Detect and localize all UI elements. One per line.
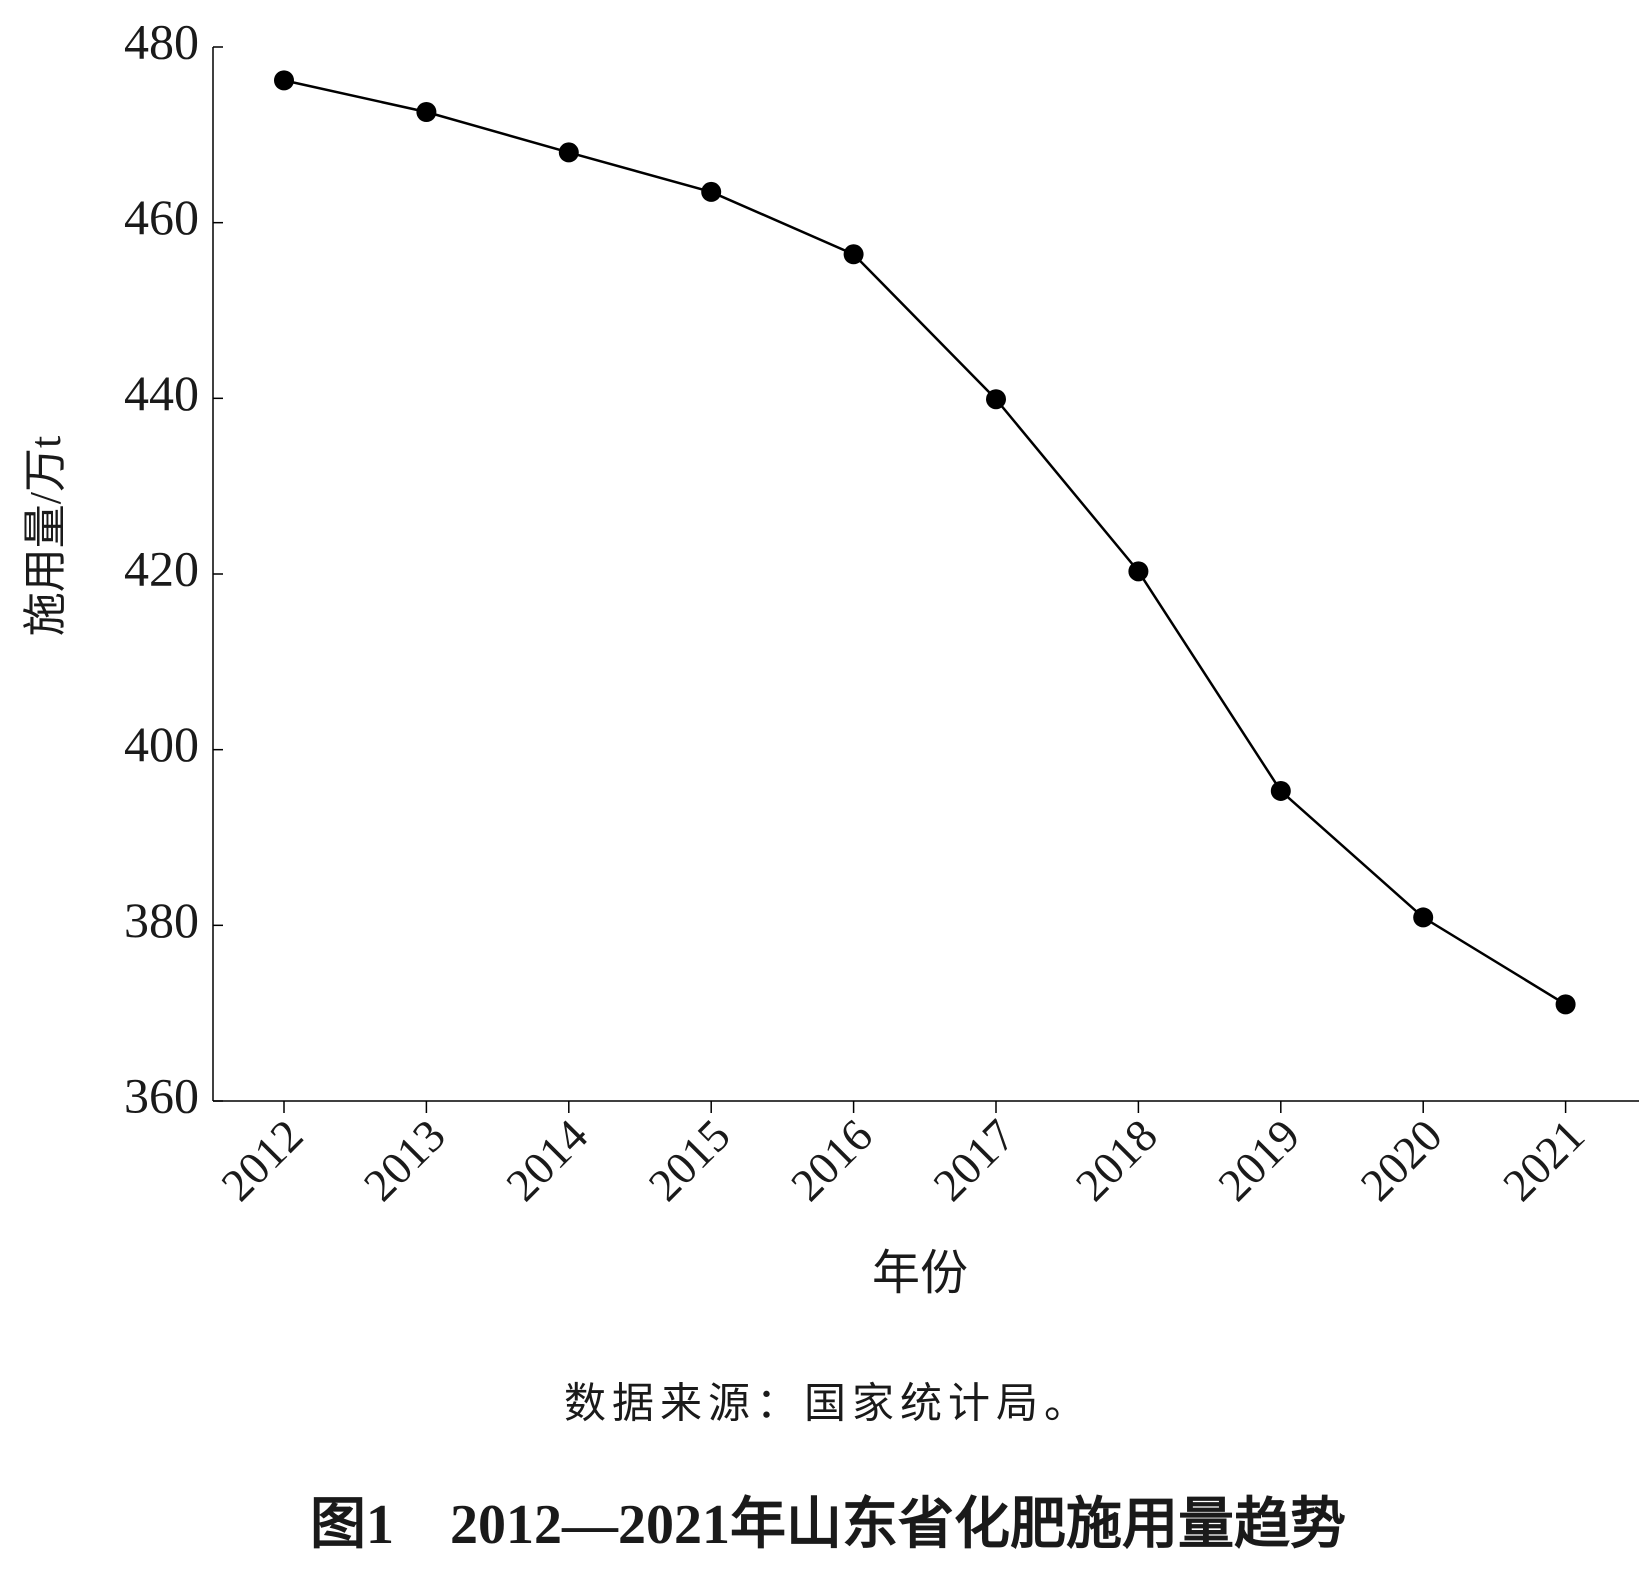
point <box>843 244 864 265</box>
y-tick-label: 440 <box>124 365 199 421</box>
y-tick-label: 460 <box>124 189 199 245</box>
x-axis-label: 年份 <box>872 1247 968 1300</box>
x-tick-label: 2014 <box>496 1109 597 1210</box>
point <box>1270 780 1291 801</box>
point <box>701 181 722 202</box>
x-tick-label: 2012 <box>211 1109 312 1210</box>
point <box>1413 907 1434 928</box>
y-axis-label: 施用量/万t <box>21 436 70 636</box>
point <box>986 389 1006 410</box>
point <box>416 101 437 122</box>
chart-title: 图1 2012—2021年山东省化肥施用量趋势 <box>310 1494 1346 1556</box>
x-tick-label: 2018 <box>1066 1109 1167 1210</box>
x-tick-label: 2019 <box>1208 1109 1309 1210</box>
point <box>274 70 294 91</box>
x-tick-label: 2017 <box>923 1109 1024 1210</box>
point <box>1555 994 1576 1015</box>
y-tick-label: 420 <box>124 540 199 596</box>
y-tick-label: 400 <box>124 716 199 772</box>
point <box>1128 561 1149 582</box>
x-tick-label: 2021 <box>1493 1109 1594 1210</box>
x-tick-label: 2020 <box>1351 1109 1452 1210</box>
y-tick-label: 480 <box>124 13 199 69</box>
source-note: 数据来源：国家统计局。 <box>564 1381 1092 1428</box>
x-tick-label: 2016 <box>781 1109 882 1210</box>
y-tick-label: 360 <box>124 1067 199 1123</box>
x-tick-label: 2013 <box>354 1109 455 1210</box>
y-tick-label: 380 <box>124 892 199 948</box>
line <box>283 79 1567 1006</box>
x-tick-label: 2015 <box>639 1109 740 1210</box>
point <box>558 142 579 163</box>
